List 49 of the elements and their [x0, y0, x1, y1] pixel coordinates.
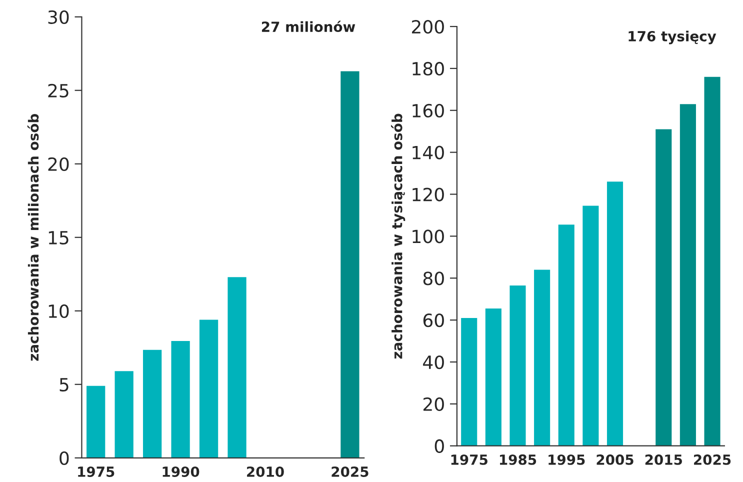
y-tick-label: 180: [412, 62, 444, 76]
y-tick-label: 30: [48, 10, 69, 24]
bar: [143, 350, 162, 458]
bar: [485, 308, 502, 446]
bar: [461, 318, 478, 446]
x-tick-label: 2005: [596, 454, 634, 465]
y-axis-title: zachorowania w tysiącach osób: [391, 114, 406, 359]
bar: [171, 341, 190, 458]
y-tick-label: 60: [423, 314, 444, 328]
bar: [656, 129, 672, 446]
annotation: 176 tysięcy: [628, 30, 716, 44]
bar: [199, 320, 218, 458]
y-axis-title: zachorowania w milionach osób: [27, 114, 39, 361]
x-tick-label: 2025: [694, 454, 731, 465]
x-tick-label: 1995: [548, 454, 585, 465]
bar: [114, 371, 134, 458]
bar: [704, 76, 720, 446]
bar: [510, 285, 526, 446]
y-tick-label: 15: [48, 231, 68, 244]
y-tick-label: 0: [60, 451, 69, 466]
y-tick-label: 10: [48, 304, 69, 318]
x-tick-label: 1990: [162, 466, 200, 477]
y-tick-label: 20: [423, 397, 444, 412]
bar: [86, 386, 106, 458]
bar: [558, 224, 574, 446]
y-tick-label: 25: [48, 84, 68, 98]
bar: [680, 104, 696, 446]
x-tick-label: 1975: [451, 454, 488, 465]
y-tick-label: 5: [60, 378, 68, 392]
x-tick-label: 2015: [645, 454, 682, 465]
x-tick-label: 2025: [332, 466, 368, 477]
y-tick-label: 140: [412, 146, 444, 160]
x-tick-label: 1985: [500, 454, 536, 465]
y-tick-label: 120: [412, 188, 444, 202]
y-tick-label: 200: [412, 20, 444, 34]
y-tick-label: 0: [434, 439, 444, 453]
bar: [534, 270, 550, 446]
y-tick-label: 20: [48, 157, 69, 171]
bar: [228, 277, 246, 458]
x-tick-label: 2010: [247, 466, 284, 477]
bar: [340, 71, 360, 458]
y-tick-label: 80: [423, 272, 444, 286]
y-tick-label: 100: [412, 230, 444, 244]
bar: [606, 182, 624, 446]
bar: [582, 206, 599, 446]
y-tick-label: 40: [423, 355, 444, 370]
x-tick-label: 1975: [78, 466, 114, 477]
y-tick-label: 160: [412, 104, 444, 118]
annotation: 27 milionów: [262, 20, 356, 32]
